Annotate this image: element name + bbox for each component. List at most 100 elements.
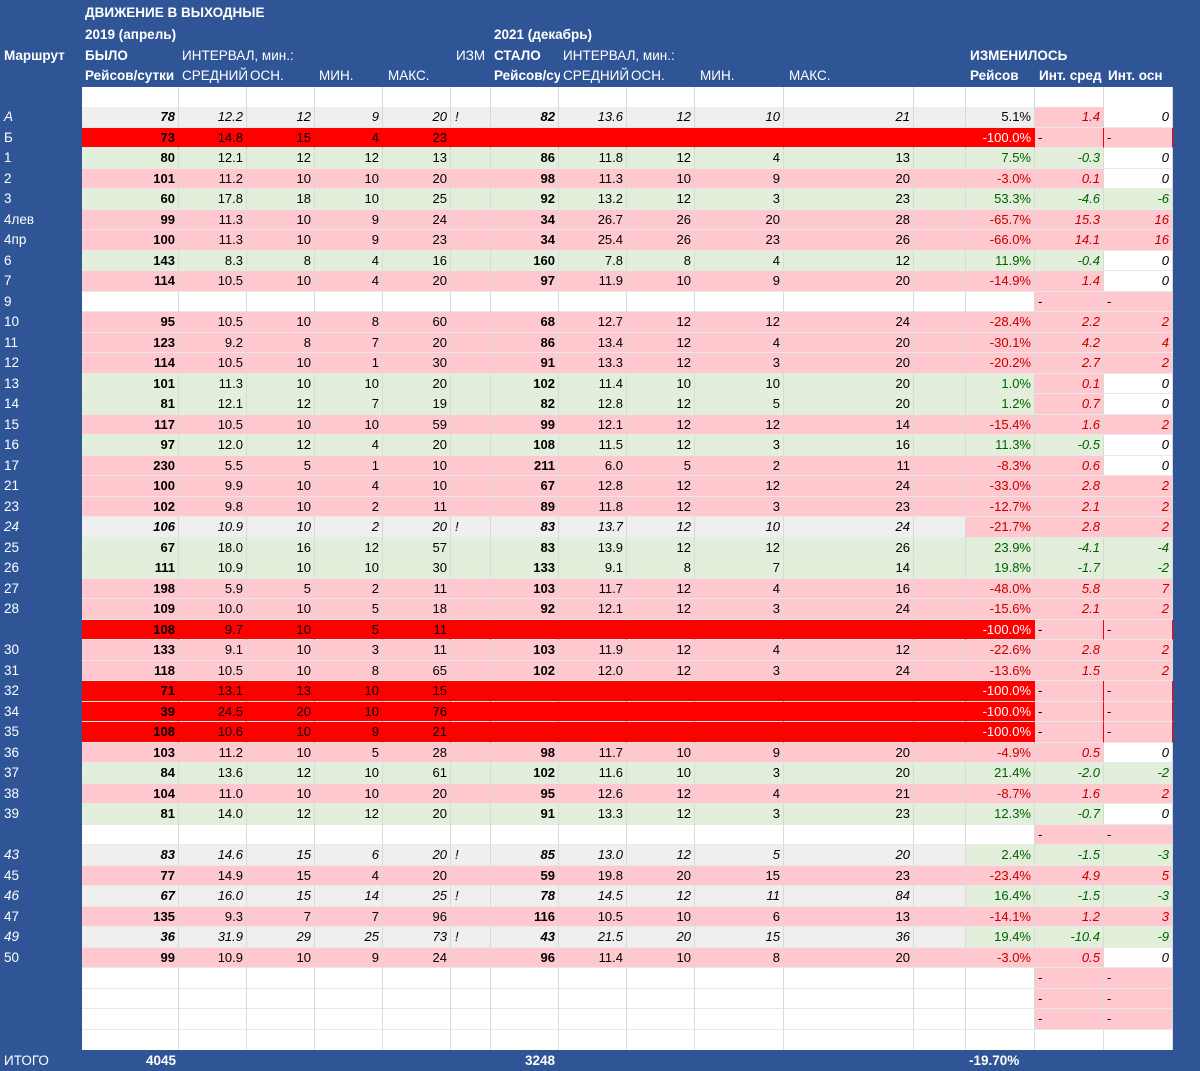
max1-cell: 20 xyxy=(383,783,451,804)
max-after-header: МАКС. xyxy=(789,68,831,83)
table-row: 99 11.3 10 9 24 34 26.7 26 20 28 -65.7% 15.3 16 xyxy=(82,209,1173,230)
t2-cell: 92 xyxy=(491,599,559,620)
osn1-cell xyxy=(247,1009,315,1030)
max1-cell: 11 xyxy=(383,578,451,599)
table-row: 102 9.8 10 2 11 89 11.8 12 3 23 -12.7% 2.1 2 xyxy=(82,496,1173,517)
min2-cell xyxy=(695,988,784,1009)
avg2-cell xyxy=(559,722,627,743)
route-label: 27 xyxy=(4,580,20,596)
avg2-cell: 19.8 xyxy=(559,865,627,886)
blank-cell xyxy=(914,1009,966,1030)
avg1-cell: 10.9 xyxy=(179,517,247,538)
izm-cell xyxy=(451,722,491,743)
max1-cell: 65 xyxy=(383,660,451,681)
osn2-cell: 12 xyxy=(627,312,695,333)
min1-cell: 10 xyxy=(315,783,383,804)
min2-cell: 4 xyxy=(695,332,784,353)
dosn-cell: 0 xyxy=(1104,148,1173,169)
table-row: -- xyxy=(82,1009,1173,1030)
osn2-cell: 12 xyxy=(627,435,695,456)
min2-cell: 3 xyxy=(695,660,784,681)
avg2-cell: 26.7 xyxy=(559,209,627,230)
t2-cell: 82 xyxy=(491,107,559,128)
osn2-cell xyxy=(627,968,695,989)
izm-cell xyxy=(451,107,491,128)
osn1-cell: 20 xyxy=(247,701,315,722)
table-row: 67 18.0 16 12 57 83 13.9 12 12 26 23.9% -4.1 -4 xyxy=(82,537,1173,558)
osn2-cell: 26 xyxy=(627,230,695,251)
max1-cell: 30 xyxy=(383,558,451,579)
table-row: 103 11.2 10 5 28 98 11.7 10 9 20 -4.9% 0.5 0 xyxy=(82,742,1173,763)
min1-cell xyxy=(315,824,383,845)
izm-cell xyxy=(451,619,491,640)
max2-cell: 20 xyxy=(784,845,914,866)
min1-cell: 2 xyxy=(315,578,383,599)
t1-cell: 103 xyxy=(82,742,179,763)
dav-cell: -1.7 xyxy=(1035,558,1104,579)
blank-cell xyxy=(914,558,966,579)
blank-cell xyxy=(914,455,966,476)
t2-cell: 98 xyxy=(491,742,559,763)
min2-cell: 12 xyxy=(695,476,784,497)
max1-cell xyxy=(383,291,451,312)
t1-cell: 95 xyxy=(82,312,179,333)
blank-cell xyxy=(914,763,966,784)
dav-cell: 2.8 xyxy=(1035,517,1104,538)
izm-cell xyxy=(451,148,491,169)
dosn-cell: - xyxy=(1104,988,1173,1009)
t2-cell: 102 xyxy=(491,660,559,681)
avg1-cell: 12.2 xyxy=(179,107,247,128)
max1-cell: 59 xyxy=(383,414,451,435)
t2-cell xyxy=(491,1009,559,1030)
t2-cell xyxy=(491,968,559,989)
pct-cell: -100.0% xyxy=(966,619,1035,640)
dav-cell: -4.6 xyxy=(1035,189,1104,210)
t1-cell: 111 xyxy=(82,558,179,579)
table-row: 71 13.1 13 10 15 -100.0% - - xyxy=(82,681,1173,702)
avg1-cell: 10.5 xyxy=(179,312,247,333)
dav-cell: 2.8 xyxy=(1035,476,1104,497)
dosn-cell: - xyxy=(1104,722,1173,743)
blank-cell xyxy=(914,722,966,743)
grid-line xyxy=(178,87,179,107)
t2-cell: 59 xyxy=(491,865,559,886)
table-row: 101 11.2 10 10 20 98 11.3 10 9 20 -3.0% 0.1 0 xyxy=(82,168,1173,189)
dosn-cell: -2 xyxy=(1104,763,1173,784)
min-after-header: МИН. xyxy=(700,68,735,83)
avg2-cell: 13.0 xyxy=(559,845,627,866)
izm-cell xyxy=(451,824,491,845)
avg1-cell: 9.7 xyxy=(179,619,247,640)
avg1-cell: 9.9 xyxy=(179,476,247,497)
t2-cell: 160 xyxy=(491,250,559,271)
dav-cell: - xyxy=(1035,1009,1104,1030)
osn1-cell: 10 xyxy=(247,414,315,435)
avg-after-header: СРЕДНИЙ xyxy=(563,68,630,83)
osn1-cell: 10 xyxy=(247,373,315,394)
dav-cell: 1.6 xyxy=(1035,783,1104,804)
izm-cell xyxy=(451,394,491,415)
min2-cell: 3 xyxy=(695,599,784,620)
blank-cell xyxy=(914,312,966,333)
change-avg-header: Инт. сред xyxy=(1039,68,1102,83)
dav-cell: - xyxy=(1035,988,1104,1009)
blank-cell xyxy=(914,865,966,886)
min2-cell: 10 xyxy=(695,373,784,394)
osn2-cell xyxy=(627,824,695,845)
avg2-cell: 9.1 xyxy=(559,558,627,579)
grid-line xyxy=(382,87,383,107)
route-label: 9 xyxy=(4,293,12,309)
min2-cell xyxy=(695,722,784,743)
max2-cell xyxy=(784,824,914,845)
max2-cell: 13 xyxy=(784,148,914,169)
max2-cell: 24 xyxy=(784,660,914,681)
dav-cell: 2.1 xyxy=(1035,599,1104,620)
blank-cell xyxy=(914,230,966,251)
dosn-cell: - xyxy=(1104,824,1173,845)
dosn-cell: 0 xyxy=(1104,394,1173,415)
t2-cell xyxy=(491,701,559,722)
avg2-cell: 21.5 xyxy=(559,927,627,948)
dav-cell: 0.7 xyxy=(1035,394,1104,415)
izm-cell xyxy=(451,660,491,681)
max1-cell: 13 xyxy=(383,148,451,169)
min1-cell: 7 xyxy=(315,394,383,415)
